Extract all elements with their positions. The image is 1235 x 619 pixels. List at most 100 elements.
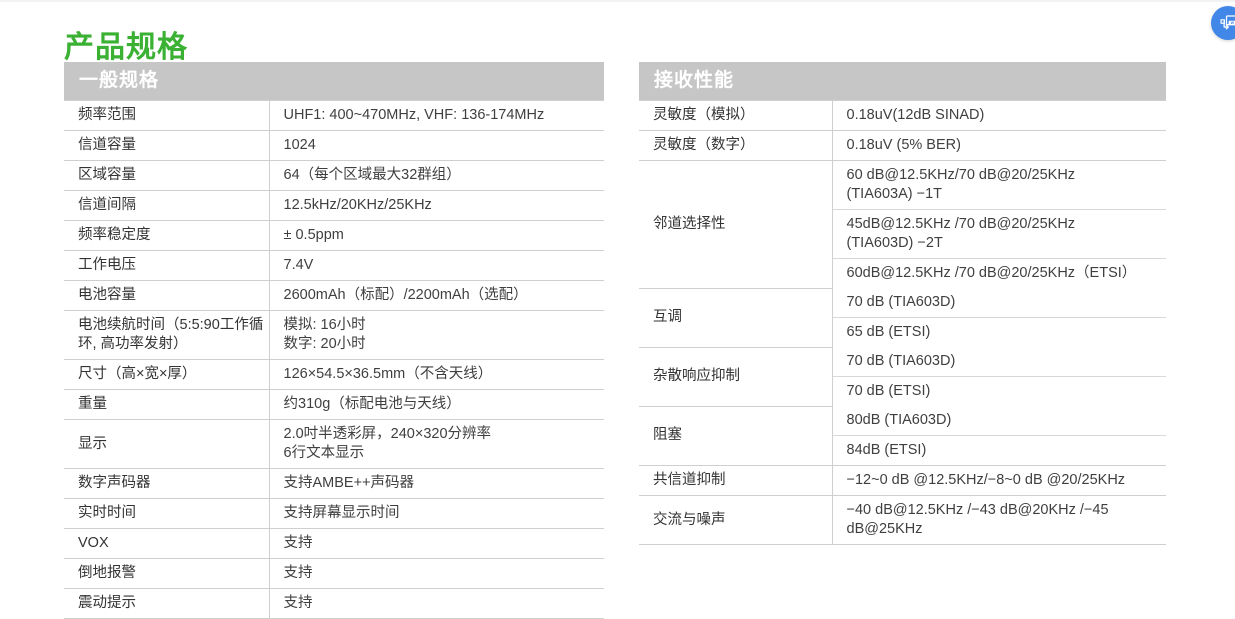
spec-value-line: 2.0吋半透彩屏，240×320分辨率 xyxy=(284,425,605,444)
spec-key: 频率稳定度 xyxy=(64,221,269,251)
spec-value-line: 支持 xyxy=(284,534,605,553)
spec-value-line: −12~0 dB @12.5KHz/−8~0 dB @20/25KHz xyxy=(847,471,1167,490)
spec-key: 邻道选择性 xyxy=(639,161,832,289)
spec-key: 显示 xyxy=(64,420,269,469)
spec-value: 支持屏幕显示时间 xyxy=(269,499,604,529)
word-export-button[interactable]: W xyxy=(1211,6,1235,40)
spec-value: 约310g（标配电池与天线） xyxy=(269,390,604,420)
spec-key: 电池续航时间（5:5:90工作循环, 高功率发射） xyxy=(64,311,269,360)
spec-value: 0.18uV(12dB SINAD) xyxy=(832,101,1166,131)
table-row: 灵敏度（数字）0.18uV (5% BER) xyxy=(639,131,1166,161)
spec-key: 震动提示 xyxy=(64,589,269,619)
svg-text:W: W xyxy=(1230,20,1234,24)
spec-value: 65 dB (ETSI) xyxy=(832,318,1166,348)
receive-performance-table: 灵敏度（模拟） 0.18uV(12dB SINAD) 灵敏度（数字）0.18uV (… xyxy=(639,100,1166,545)
spec-value: 12.5kHz/20KHz/25KHz xyxy=(269,191,604,221)
table-row: 倒地报警支持 xyxy=(64,559,604,589)
spec-value: 64（每个区域最大32群组） xyxy=(269,161,604,191)
table-row: 重量约310g（标配电池与天线） xyxy=(64,390,604,420)
spec-key: 杂散响应抑制 xyxy=(639,347,832,406)
table-row: 震动提示支持 xyxy=(64,589,604,619)
spec-value: ± 0.5ppm xyxy=(269,221,604,251)
spec-key: 工作电压 xyxy=(64,251,269,281)
spec-value: 支持 xyxy=(269,529,604,559)
spec-value: 2600mAh（标配）/2200mAh（选配） xyxy=(269,281,604,311)
spec-value: 支持 xyxy=(269,589,604,619)
spec-value-line: 60 dB@12.5KHz/70 dB@20/25KHz xyxy=(847,166,1167,185)
spec-value: 支持 xyxy=(269,559,604,589)
spec-key: 倒地报警 xyxy=(64,559,269,589)
receive-performance-section: 接收性能 灵敏度（模拟） 0.18uV(12dB SINAD) 灵敏度（数字）0.1… xyxy=(639,62,1166,545)
spec-key: 区域容量 xyxy=(64,161,269,191)
spec-key: 信道间隔 xyxy=(64,191,269,221)
spec-value-line: 45dB@12.5KHz /70 dB@20/25KHz xyxy=(847,215,1167,234)
spec-value-line: (TIA603A) −1T xyxy=(847,185,1167,204)
spec-value: 80dB (TIA603D) xyxy=(832,406,1166,436)
spec-value: 84dB (ETSI) xyxy=(832,436,1166,466)
table-row: 频率稳定度 ± 0.5ppm xyxy=(64,221,604,251)
spec-value-line: 支持屏幕显示时间 xyxy=(284,504,605,523)
spec-value-line: 64（每个区域最大32群组） xyxy=(284,166,605,185)
spec-value-line: ± 0.5ppm xyxy=(284,226,605,245)
spec-key: 共信道抑制 xyxy=(639,466,832,496)
spec-value-line: 126×54.5×36.5mm（不含天线） xyxy=(284,365,605,384)
spec-value-line: dB@25KHz xyxy=(847,520,1167,539)
top-divider xyxy=(0,0,1235,2)
spec-value-line: 数字: 20小时 xyxy=(284,335,605,354)
spec-value-line: UHF1: 400~470MHz, VHF: 136-174MHz xyxy=(284,106,605,125)
spec-key: 交流与噪声 xyxy=(639,496,832,545)
spec-value: 126×54.5×36.5mm（不含天线） xyxy=(269,360,604,390)
spec-value-line: −40 dB@12.5KHz /−43 dB@20KHz /−45 xyxy=(847,501,1167,520)
table-row: 灵敏度（模拟） 0.18uV(12dB SINAD) xyxy=(639,101,1166,131)
spec-value-line: 0.18uV (5% BER) xyxy=(847,136,1167,155)
spec-value-line: 60dB@12.5KHz /70 dB@20/25KHz（ETSI） xyxy=(847,264,1167,283)
spec-value-line: 0.18uV(12dB SINAD) xyxy=(847,106,1167,125)
spec-key: 信道容量 xyxy=(64,131,269,161)
spec-value-line: 6行文本显示 xyxy=(284,444,605,463)
table-row: 电池续航时间（5:5:90工作循环, 高功率发射） 模拟: 16小时数字: 20小… xyxy=(64,311,604,360)
spec-value-line: 2600mAh（标配）/2200mAh（选配） xyxy=(284,286,605,305)
spec-value: 支持AMBE++声码器 xyxy=(269,469,604,499)
receive-performance-body: 灵敏度（模拟） 0.18uV(12dB SINAD) 灵敏度（数字）0.18uV (… xyxy=(639,101,1166,545)
spec-value-line: 支持 xyxy=(284,564,605,583)
spec-value: 1024 xyxy=(269,131,604,161)
spec-value: 70 dB (TIA603D) xyxy=(832,288,1166,318)
spec-value-line: 84dB (ETSI) xyxy=(847,441,1167,460)
spec-value: 70 dB (TIA603D) xyxy=(832,347,1166,377)
spec-value-line: 65 dB (ETSI) xyxy=(847,323,1167,342)
receive-performance-header: 接收性能 xyxy=(639,62,1166,100)
spec-value-line: 70 dB (ETSI) xyxy=(847,382,1167,401)
spec-value-line: 支持AMBE++声码器 xyxy=(284,474,605,493)
spec-value: 70 dB (ETSI) xyxy=(832,377,1166,407)
spec-key: 电池容量 xyxy=(64,281,269,311)
spec-key: 尺寸（高×宽×厚） xyxy=(64,360,269,390)
spec-value-line: 支持 xyxy=(284,594,605,613)
table-row: 数字声码器支持AMBE++声码器 xyxy=(64,469,604,499)
spec-value-line: 70 dB (TIA603D) xyxy=(847,352,1167,371)
spec-key: 灵敏度（模拟） xyxy=(639,101,832,131)
spec-value: −12~0 dB @12.5KHz/−8~0 dB @20/25KHz xyxy=(832,466,1166,496)
spec-key: 数字声码器 xyxy=(64,469,269,499)
table-row: 共信道抑制 −12~0 dB @12.5KHz/−8~0 dB @20/25KHz xyxy=(639,466,1166,496)
spec-value: 60dB@12.5KHz /70 dB@20/25KHz（ETSI） xyxy=(832,259,1166,289)
spec-value-line: 模拟: 16小时 xyxy=(284,316,605,335)
spec-value: 45dB@12.5KHz /70 dB@20/25KHz(TIA603D) −2… xyxy=(832,210,1166,259)
table-row: 尺寸（高×宽×厚） 126×54.5×36.5mm（不含天线） xyxy=(64,360,604,390)
spec-value: 0.18uV (5% BER) xyxy=(832,131,1166,161)
spec-value: UHF1: 400~470MHz, VHF: 136-174MHz xyxy=(269,101,604,131)
spec-value-line: 约310g（标配电池与天线） xyxy=(284,395,605,414)
